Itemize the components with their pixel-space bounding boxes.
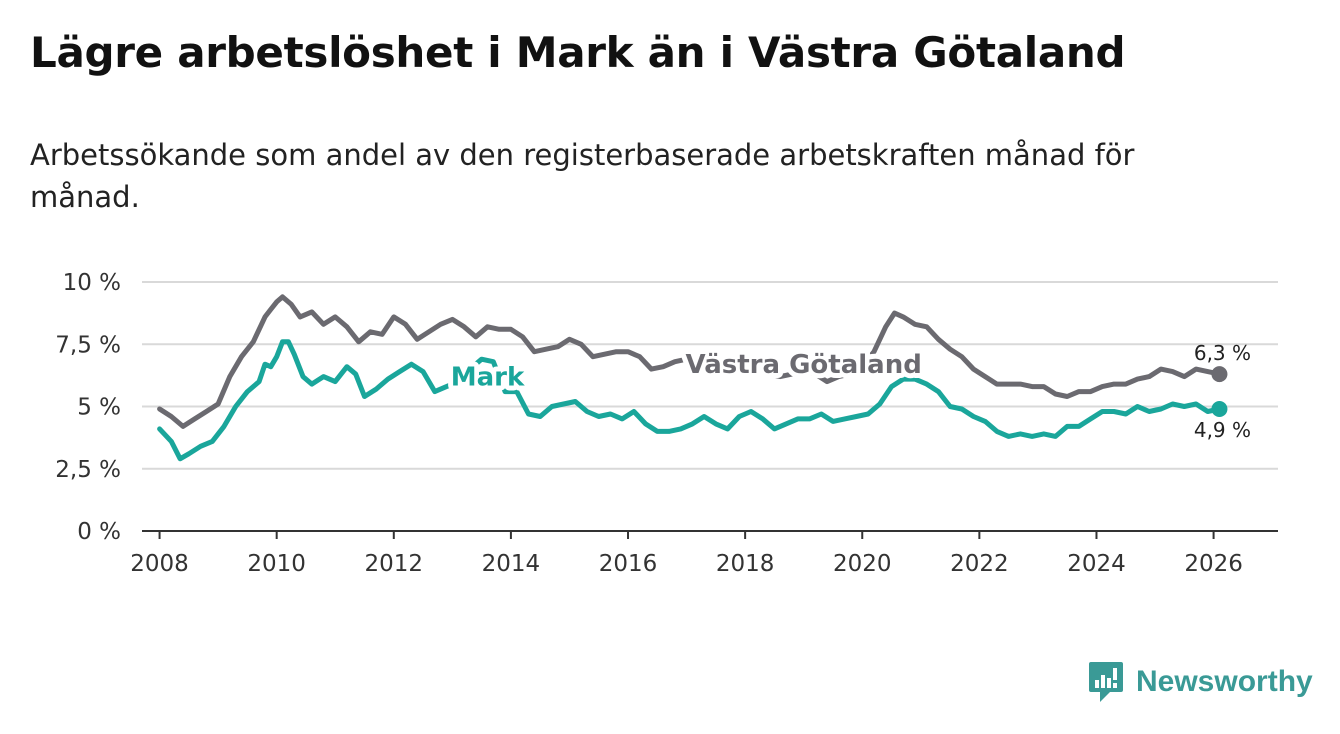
newsworthy-logo-icon: [1089, 662, 1123, 702]
x-tick-label: 2022: [950, 551, 1009, 577]
x-tick-label: 2010: [247, 551, 306, 577]
page-title: Lägre arbetslöshet i Mark än i Västra Gö…: [30, 28, 1126, 77]
series-lines: [157, 294, 1228, 462]
series-end-label: 4,9 %: [1194, 418, 1251, 442]
x-tick-label: 2016: [599, 551, 658, 577]
x-tick-label: 2012: [365, 551, 424, 577]
brand-name: Newsworthy: [1136, 665, 1313, 698]
page-subtitle: Arbetssökande som andel av den registerb…: [30, 138, 1135, 214]
newsworthy-brand: Newsworthy: [1088, 660, 1313, 704]
x-tick-label: 2018: [716, 551, 775, 577]
series-line-mark: [157, 339, 1222, 462]
series-label: Mark: [451, 363, 525, 393]
series-label-halo: Mark: [451, 363, 525, 393]
series-end-marker: [1211, 366, 1228, 383]
x-tick-label: 2024: [1067, 551, 1126, 577]
series-line-vstra-gtaland: [157, 294, 1222, 429]
series-label: Västra Götaland: [686, 350, 922, 380]
grid-lines: 0 % 2,5 % 5 % 7,5 % 10 %: [55, 270, 1278, 545]
x-tick-label: 2026: [1184, 551, 1243, 577]
series-end-label: 6,3 %: [1194, 341, 1251, 365]
x-tick-label: 2008: [130, 551, 189, 577]
y-tick-label: 2,5 %: [55, 457, 121, 483]
y-tick-label: 0 %: [77, 519, 121, 545]
series-end-marker: [1211, 400, 1228, 417]
x-tick-label: 2014: [482, 551, 541, 577]
y-tick-label: 7,5 %: [55, 332, 121, 358]
x-axis: 2008 2010 2012 2014 2016 2018 2020 2022 2024 2026: [130, 530, 1278, 577]
series-label-halo: Västra Götaland: [686, 350, 922, 380]
x-tick-label: 2020: [833, 551, 892, 577]
y-tick-label: 5 %: [77, 395, 121, 421]
y-tick-label: 10 %: [63, 270, 121, 296]
